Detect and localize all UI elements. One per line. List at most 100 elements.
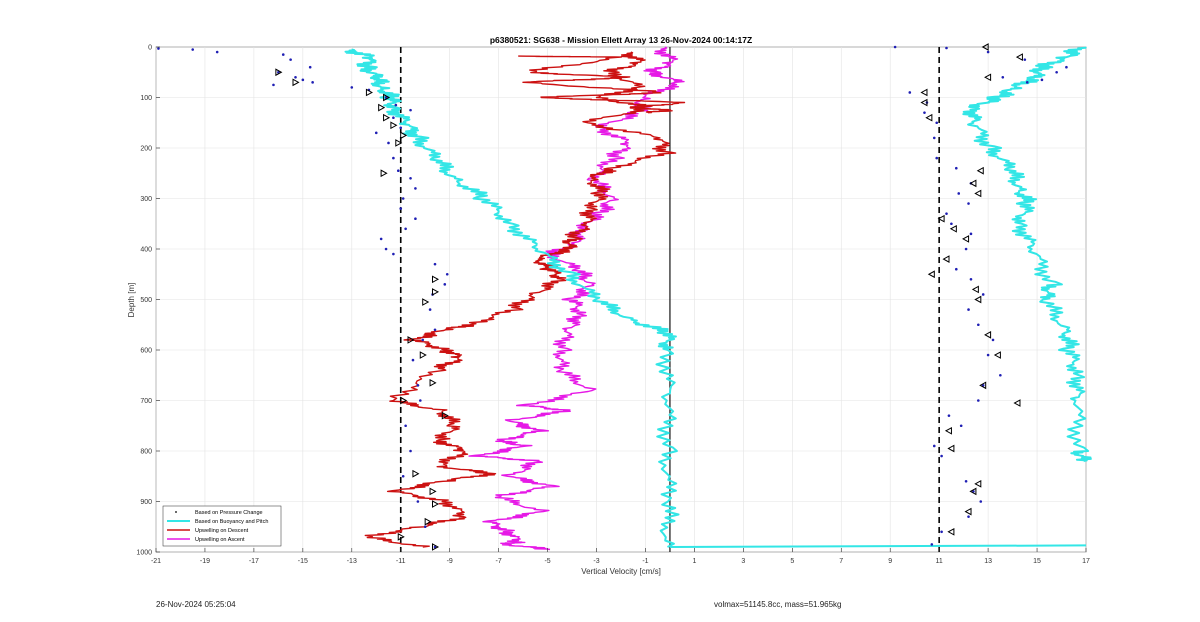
pressure-descent-point [308, 65, 312, 69]
pressure-ascent-point [1025, 81, 1029, 84]
x-tick-label: 11 [936, 558, 943, 565]
pressure-descent-point [294, 76, 297, 79]
descent-triangle-marker [429, 378, 437, 387]
pressure-descent-point [387, 141, 390, 145]
pressure-ascent-point [986, 50, 990, 54]
x-tick-label: 9 [888, 558, 892, 565]
ascent-triangle-marker [969, 179, 977, 188]
ascent-triangle-marker [1013, 399, 1021, 407]
ascent-triangle-marker [974, 479, 982, 488]
ascent-triangle-marker [949, 224, 957, 233]
pressure-ascent-point [972, 490, 975, 493]
descent-triangle-marker [383, 113, 391, 122]
pressure-descent-point [416, 500, 420, 503]
pressure-descent-point [404, 424, 407, 428]
pressure-descent-point [396, 169, 400, 173]
ascent-triangle-marker [937, 214, 945, 223]
ascent-triangle-marker [984, 73, 992, 82]
pressure-ascent-point [945, 46, 948, 50]
pressure-descent-point [311, 81, 314, 84]
x-tick-label: -7 [496, 558, 502, 565]
descent-triangle-marker [432, 543, 440, 551]
pressure-descent-point [443, 283, 447, 286]
pressure-ascent-point [932, 444, 936, 448]
legend: Based on Pressure Change Based on Buoyan… [162, 505, 282, 547]
y-tick-label: 600 [140, 348, 152, 355]
pressure-ascent-point [954, 267, 958, 271]
descent-triangle-marker [400, 396, 408, 405]
pressure-descent-point [289, 58, 292, 61]
pressure-ascent-point [969, 232, 973, 236]
ascent-triangle-marker [947, 527, 955, 536]
pressure-descent-point [215, 50, 219, 54]
descent-triangle-marker [292, 78, 300, 87]
ascent-triangle-marker [947, 444, 955, 453]
pressure-ascent-point [932, 136, 936, 140]
pressure-descent-point [392, 116, 395, 119]
pressure-descent-point [401, 474, 405, 478]
pressure-descent-point [401, 197, 405, 200]
ascent-triangle-marker [925, 113, 933, 122]
pressure-descent-point [399, 126, 403, 130]
ascent-triangle-marker [993, 351, 1001, 359]
pressure-ascent-point [1023, 58, 1027, 61]
pressure-descent-point [419, 399, 422, 402]
x-tick-label: -19 [200, 558, 210, 565]
pressure-ascent-point [977, 399, 980, 402]
pressure-ascent-point [967, 515, 970, 518]
pressure-ascent-point [979, 500, 983, 503]
legend-label-buoyancy: Based on Buoyancy and Pitch [195, 519, 268, 525]
pressure-descent-point [433, 328, 437, 332]
ascent-triangle-marker [984, 331, 992, 339]
pressure-ascent-point [991, 338, 995, 342]
ascent-triangle-marker [969, 487, 977, 496]
pressure-ascent-point [964, 247, 968, 251]
descent-triangle-marker [432, 500, 440, 508]
y-tick-label: 1000 [136, 550, 152, 557]
pressure-descent-point [301, 78, 305, 82]
pressure-descent-point [399, 207, 403, 210]
footer-timestamp: 26-Nov-2024 05:25:04 [156, 600, 236, 609]
x-tick-label: -9 [447, 558, 453, 565]
pressure-descent-point [445, 272, 449, 276]
y-tick-label: 400 [140, 247, 152, 254]
upwelling-ascent-line [468, 46, 685, 551]
x-axis-label: Vertical Velocity [cm/s] [581, 567, 661, 576]
ascent-triangle-marker [942, 255, 950, 263]
ascent-triangle-marker [920, 88, 928, 97]
x-tick-label: 5 [790, 558, 794, 565]
pressure-descent-point [272, 83, 275, 87]
pressure-ascent-point [969, 278, 973, 281]
descent-triangle-marker [412, 469, 420, 478]
x-tick-label: -1 [642, 558, 648, 565]
upwelling-descent-line-upper [518, 55, 686, 114]
pressure-ascent-point [945, 212, 948, 215]
pressure-descent-point [379, 237, 383, 241]
pressure-ascent-point [1065, 65, 1068, 69]
descent-triangle-marker [383, 93, 391, 102]
pressure-ascent-point [923, 111, 926, 114]
x-tick-label: 1 [692, 558, 696, 565]
legend-swatch-pressure [175, 511, 177, 513]
pressure-descent-point [411, 358, 415, 362]
ascent-triangle-marker [974, 295, 982, 304]
pressure-ascent-point [954, 166, 958, 170]
ascent-triangle-marker [976, 166, 984, 175]
x-tick-label: -11 [396, 558, 406, 565]
pressure-ascent-point [967, 308, 970, 311]
pressure-ascent-point [940, 454, 943, 458]
x-tick-label: 17 [1082, 558, 1090, 565]
x-tick-label: -5 [544, 558, 550, 565]
pressure-descent-point [421, 338, 425, 342]
pressure-ascent-point [967, 202, 970, 205]
pressure-descent-point [423, 525, 427, 529]
x-tick-label: 13 [984, 558, 992, 565]
x-tick-label: -15 [298, 558, 308, 565]
x-tick-label: -3 [593, 558, 599, 565]
ascent-triangle-marker [927, 270, 935, 279]
buoyancy-ascent-line [962, 46, 1092, 463]
legend-label-pressure: Based on Pressure Change [195, 510, 263, 516]
pressure-ascent-point [950, 222, 953, 226]
pressure-descent-point [191, 48, 195, 51]
pressure-ascent-point [964, 480, 968, 483]
